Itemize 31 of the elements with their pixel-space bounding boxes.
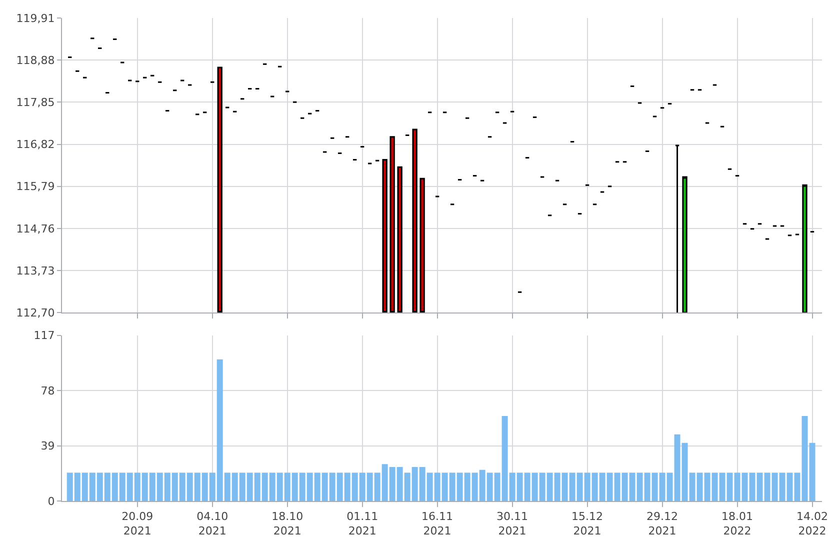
x-tick-label: 04.10 2021: [196, 510, 228, 538]
y-tick-label: 113,73: [16, 264, 55, 278]
y-tick-label: 117: [34, 329, 55, 342]
y-tick-label: 116,82: [16, 138, 55, 152]
x-tick-label: 15.12 2021: [572, 510, 604, 538]
y-tick-label: 119,91: [16, 12, 55, 25]
y-tick-label: 112,70: [16, 306, 55, 320]
candlestick: [674, 144, 680, 313]
x-tick-label: 30.11 2021: [496, 510, 528, 538]
x-tick-label: 01.11 2021: [346, 510, 378, 538]
candlestick: [217, 66, 222, 313]
y-tick-label: 39: [40, 440, 55, 453]
candlestick: [397, 166, 402, 313]
y-tick-label: 117,85: [16, 96, 55, 110]
y-tick-label: 78: [40, 384, 55, 398]
candlestick: [382, 159, 388, 313]
x-tick-label: 16.11 2021: [422, 510, 454, 538]
y-tick-label: 118,88: [16, 54, 55, 67]
y-tick-label: 115,79: [16, 180, 55, 194]
x-tick-label: 29.12 2021: [646, 510, 678, 538]
x-tick-label: 20.09 2021: [122, 510, 154, 538]
candlestick: [390, 136, 395, 313]
x-tick-label: 14.02 2022: [796, 510, 828, 538]
y-tick-label: 0: [48, 494, 55, 508]
x-tick-label: 18.10 2021: [272, 510, 304, 538]
candlestick: [802, 184, 808, 313]
x-tick-label: 18.01 2022: [722, 510, 754, 538]
y-tick-label: 114,76: [16, 222, 55, 236]
candlestick: [682, 176, 688, 313]
candlestick: [412, 128, 418, 313]
candlestick: [420, 178, 425, 313]
